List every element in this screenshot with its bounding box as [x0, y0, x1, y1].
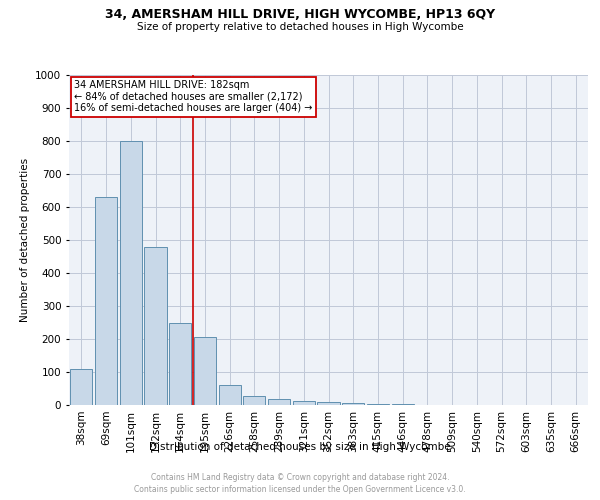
Text: 34 AMERSHAM HILL DRIVE: 182sqm
← 84% of detached houses are smaller (2,172)
16% : 34 AMERSHAM HILL DRIVE: 182sqm ← 84% of …	[74, 80, 313, 113]
Text: 34, AMERSHAM HILL DRIVE, HIGH WYCOMBE, HP13 6QY: 34, AMERSHAM HILL DRIVE, HIGH WYCOMBE, H…	[105, 8, 495, 20]
Bar	[342, 404, 364, 405]
Bar	[70, 368, 92, 405]
Bar	[317, 402, 340, 405]
Bar	[119, 141, 142, 405]
Text: Contains HM Land Registry data © Crown copyright and database right 2024.: Contains HM Land Registry data © Crown c…	[151, 472, 449, 482]
Bar	[293, 401, 315, 405]
Text: Contains public sector information licensed under the Open Government Licence v3: Contains public sector information licen…	[134, 485, 466, 494]
Bar	[95, 197, 117, 405]
Bar	[268, 399, 290, 405]
Bar	[243, 396, 265, 405]
Bar	[367, 404, 389, 405]
Bar	[194, 338, 216, 405]
Y-axis label: Number of detached properties: Number of detached properties	[20, 158, 29, 322]
Bar	[392, 404, 414, 405]
Bar	[145, 246, 167, 405]
Bar	[169, 322, 191, 405]
Bar	[218, 385, 241, 405]
Text: Size of property relative to detached houses in High Wycombe: Size of property relative to detached ho…	[137, 22, 463, 32]
Text: Distribution of detached houses by size in High Wycombe: Distribution of detached houses by size …	[149, 442, 451, 452]
